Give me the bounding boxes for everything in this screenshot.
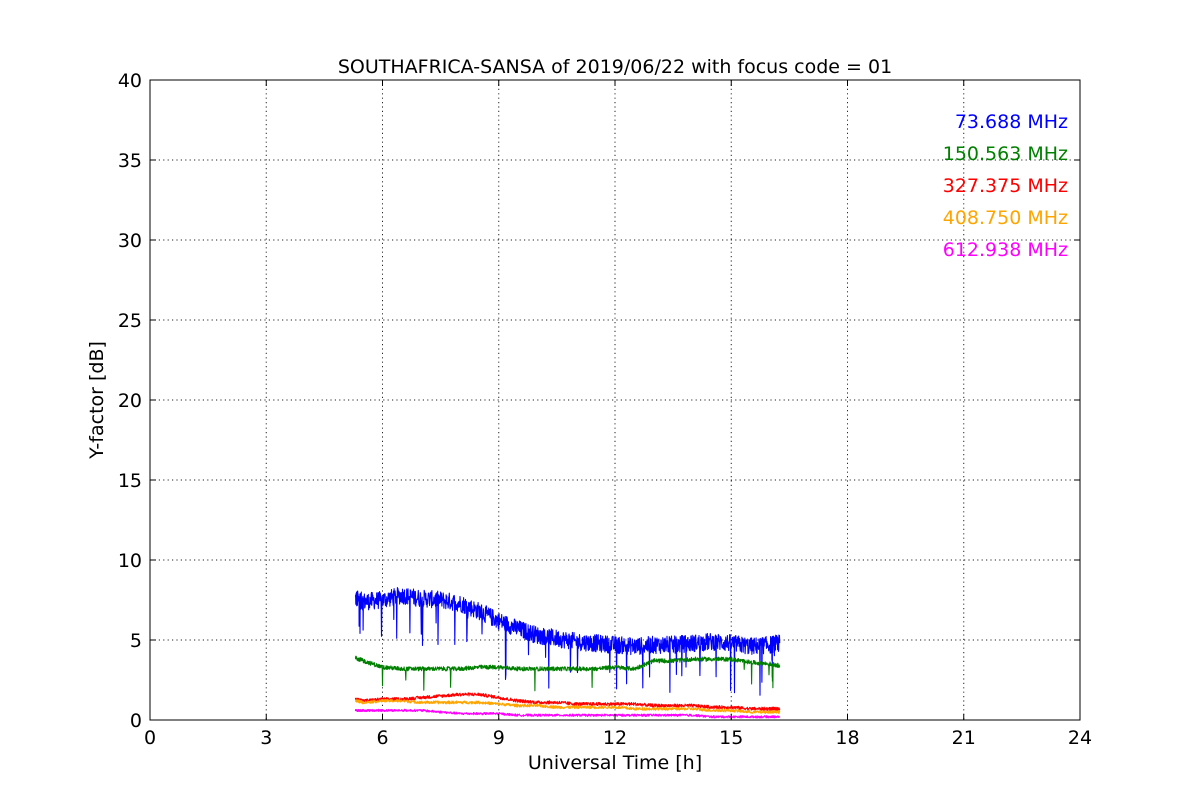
y-tick-label: 40	[118, 70, 142, 92]
y-tick-label: 20	[118, 390, 142, 412]
y-tick-label: 15	[118, 470, 142, 492]
x-tick-label: 0	[144, 727, 156, 749]
y-tick-label: 0	[130, 710, 142, 732]
series-line-612938	[354, 708, 781, 719]
y-tick-label: 10	[118, 550, 142, 572]
x-tick-label: 9	[493, 727, 505, 749]
legend-entry: 408.750 MHz	[943, 207, 1068, 229]
x-tick-label: 6	[376, 727, 388, 749]
grid	[150, 80, 1080, 720]
series-line-73688	[354, 587, 781, 696]
legend-entry: 612.938 MHz	[943, 239, 1068, 261]
legend-entry: 327.375 MHz	[943, 175, 1068, 197]
x-tick-label: 3	[260, 727, 272, 749]
legend-entry: 73.688 MHz	[955, 111, 1068, 133]
series-line-150563	[354, 655, 781, 692]
x-tick-label: 21	[952, 727, 976, 749]
x-tick-label: 15	[719, 727, 743, 749]
legend-entry: 150.563 MHz	[943, 143, 1068, 165]
x-axis-title: Universal Time [h]	[528, 752, 702, 774]
series-line-408750	[354, 698, 781, 714]
x-tick-label: 24	[1068, 727, 1092, 749]
legend: 73.688 MHz 150.563 MHz 327.375 MHz 408.750 …	[943, 111, 1068, 261]
y-axis-title: Y-factor [dB]	[86, 341, 108, 460]
chart-title: SOUTHAFRICA-SANSA of 2019/06/22 with foc…	[338, 56, 892, 78]
x-tick-label: 12	[603, 727, 627, 749]
x-tick-label: 18	[835, 727, 859, 749]
y-tick-label: 30	[118, 230, 142, 252]
y-tick-label: 35	[118, 150, 142, 172]
y-axis-ticks: 0 5 10 15 20 25 30 35 40	[118, 70, 1080, 732]
series-group	[354, 587, 781, 719]
y-tick-label: 5	[130, 630, 142, 652]
series-line-327375	[354, 692, 781, 711]
y-tick-label: 25	[118, 310, 142, 332]
x-axis-ticks: 0 3 6 9 12 15 18 21 24	[144, 80, 1092, 749]
